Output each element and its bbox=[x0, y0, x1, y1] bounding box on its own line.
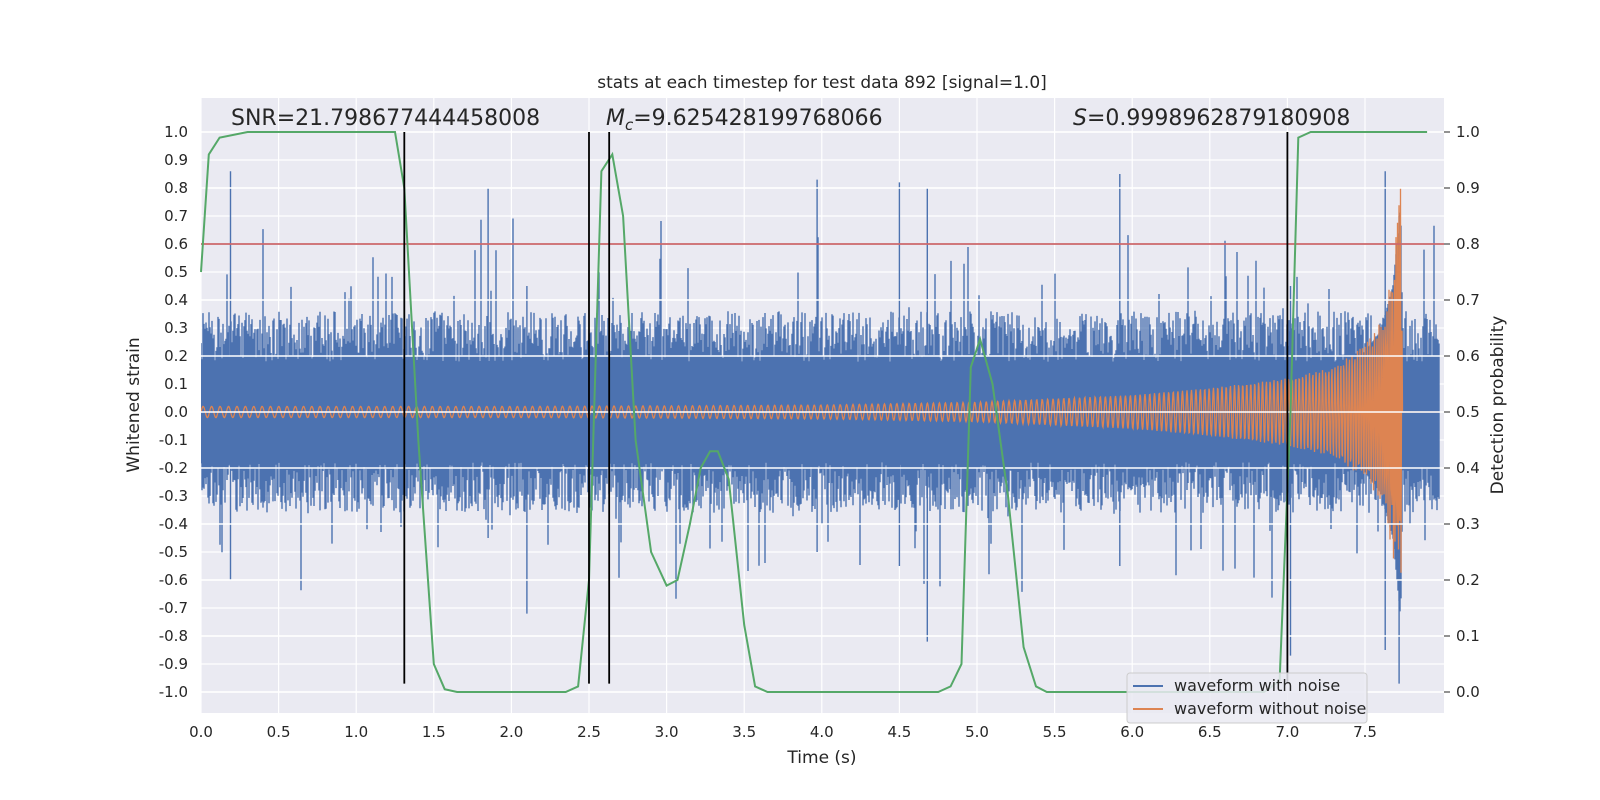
x-tick-label: 7.5 bbox=[1353, 723, 1377, 741]
y2-axis-label: Detection probability bbox=[1488, 316, 1508, 495]
y2-tick-label: 0.3 bbox=[1456, 515, 1480, 533]
x-axis-label: Time (s) bbox=[786, 748, 856, 768]
y-tick-label: 0.0 bbox=[164, 403, 188, 421]
chirp-mass-annotation: Mc=9.625428199768066 bbox=[606, 106, 883, 134]
y2-tick-label: 0.7 bbox=[1456, 291, 1480, 309]
y-tick-label: 0.8 bbox=[164, 179, 188, 197]
x-tick-label: 0.5 bbox=[267, 723, 291, 741]
legend-box bbox=[1126, 672, 1368, 724]
x-tick-label: 6.5 bbox=[1198, 723, 1222, 741]
x-tick-label: 1.5 bbox=[422, 723, 446, 741]
x-tick-label: 7.0 bbox=[1275, 723, 1299, 741]
y-tick-label: 0.1 bbox=[164, 375, 188, 393]
y-tick-label: 1.0 bbox=[164, 123, 188, 141]
y2-tick-label: 0.6 bbox=[1456, 347, 1480, 365]
y-tick-label: -1.0 bbox=[159, 683, 188, 701]
y2-tick-label: 0.9 bbox=[1456, 179, 1480, 197]
ticks: 0.0 0.5 1.0 1.5 2.0 2.5 3.0 3.5 4.0 4.5 5.0 5.5 6.0 6… bbox=[159, 123, 1480, 741]
y-tick-label: -0.9 bbox=[159, 655, 188, 673]
legend: waveform with noise waveform without noi… bbox=[1126, 672, 1368, 724]
legend-label-noise: waveform with noise bbox=[1174, 676, 1340, 695]
legend-label-clean: waveform without noise bbox=[1174, 699, 1366, 718]
y-tick-label: 0.5 bbox=[164, 263, 188, 281]
series-waveform-without-noise bbox=[201, 187, 1439, 573]
x-tick-label: 5.5 bbox=[1043, 723, 1067, 741]
y-tick-label: -0.2 bbox=[159, 459, 188, 477]
s-symbol: S bbox=[1073, 106, 1087, 131]
y-tick-label: 0.9 bbox=[164, 151, 188, 169]
y2-tick-label: 0.0 bbox=[1456, 683, 1480, 701]
y-tick-label: 0.7 bbox=[164, 207, 188, 225]
y-tick-label: 0.2 bbox=[164, 347, 188, 365]
y-tick-label: -0.8 bbox=[159, 627, 188, 645]
x-tick-label: 6.0 bbox=[1120, 723, 1144, 741]
y2-tick-label: 0.4 bbox=[1456, 459, 1480, 477]
y-tick-label: -0.5 bbox=[159, 543, 188, 561]
x-tick-label: 3.0 bbox=[655, 723, 679, 741]
x-tick-label: 4.5 bbox=[887, 723, 911, 741]
y2-tick-label: 0.8 bbox=[1456, 235, 1480, 253]
y-tick-label: -0.1 bbox=[159, 431, 188, 449]
y-tick-label: -0.4 bbox=[159, 515, 188, 533]
y-tick-label: -0.7 bbox=[159, 599, 188, 617]
x-tick-label: 1.0 bbox=[344, 723, 368, 741]
y2-tick-label: 0.5 bbox=[1456, 403, 1480, 421]
x-tick-label: 2.5 bbox=[577, 723, 601, 741]
s-annotation: S=0.9998962879180908 bbox=[1073, 106, 1350, 131]
y2-tick-label: 1.0 bbox=[1456, 123, 1480, 141]
chirp-mass-subscript: c bbox=[625, 116, 634, 134]
chirp-mass-value: =9.625428199768066 bbox=[633, 106, 882, 131]
s-value: =0.9998962879180908 bbox=[1087, 106, 1350, 131]
y-tick-label: 0.6 bbox=[164, 235, 188, 253]
x-tick-label: 5.0 bbox=[965, 723, 989, 741]
y2-tick-label: 0.2 bbox=[1456, 571, 1480, 589]
y-tick-label: 0.4 bbox=[164, 291, 188, 309]
y-tick-label: -0.3 bbox=[159, 487, 188, 505]
chart-title: stats at each timestep for test data 892… bbox=[597, 73, 1047, 93]
y-axis-label: Whitened strain bbox=[124, 337, 144, 472]
snr-annotation: SNR=21.798677444458008 bbox=[231, 106, 540, 131]
x-tick-label: 0.0 bbox=[189, 723, 213, 741]
y2-tick-label: 0.1 bbox=[1456, 627, 1480, 645]
series-layer bbox=[201, 171, 1440, 684]
y-tick-label: 0.3 bbox=[164, 319, 188, 337]
chirp-mass-symbol: M bbox=[606, 106, 625, 131]
x-tick-label: 4.0 bbox=[810, 723, 834, 741]
y-tick-label: -0.6 bbox=[159, 571, 188, 589]
x-tick-label: 2.0 bbox=[499, 723, 523, 741]
x-tick-label: 3.5 bbox=[732, 723, 756, 741]
